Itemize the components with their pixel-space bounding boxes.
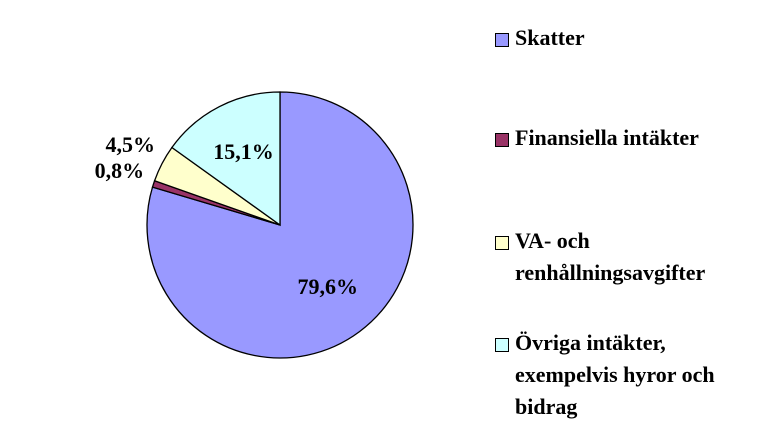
legend-label: Skatter — [515, 25, 585, 50]
legend-item: Skatter — [495, 22, 730, 54]
legend-label: VA- och renhållningsavgifter — [515, 228, 706, 285]
data-label: 4,5% — [105, 132, 155, 157]
data-label: 0,8% — [95, 158, 145, 183]
legend-item: Övriga intäkter, exempelvis hyror och bi… — [495, 327, 730, 423]
pie-slice — [171, 91, 281, 227]
legend-swatch — [495, 338, 509, 352]
legend-swatch — [495, 33, 509, 47]
legend-swatch — [495, 133, 509, 147]
data-label: 15,1% — [213, 139, 274, 164]
legend-label: Övriga intäkter, exempelvis hyror och bi… — [515, 330, 715, 419]
legend-item: VA- och renhållningsavgifter — [495, 225, 730, 289]
legend-label: Finansiella intäkter — [515, 125, 699, 150]
data-label: 79,6% — [297, 274, 358, 299]
legend-item: Finansiella intäkter — [495, 122, 730, 154]
legend-swatch — [495, 236, 509, 250]
